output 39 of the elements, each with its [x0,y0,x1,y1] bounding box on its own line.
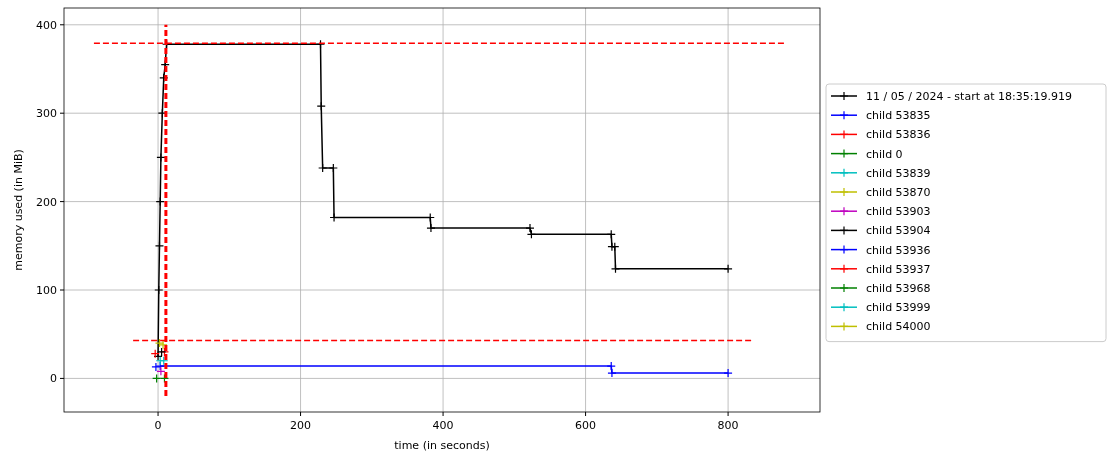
legend-label: child 0 [866,147,903,161]
x-tick-label: 800 [717,419,739,432]
y-tick-label: 0 [50,372,57,386]
point [328,163,338,173]
point [318,163,328,173]
legend-label: child 53870 [866,186,931,199]
point [154,285,164,295]
y-tick-label: 400 [36,18,57,32]
point [607,368,617,378]
point [525,223,535,233]
point [154,338,165,348]
y-axis-title: memory used (in MiB) [12,149,25,271]
legend-label: child 53903 [866,205,931,219]
x-tick-label: 400 [432,419,454,432]
x-tick-label: 0 [154,419,162,432]
point [151,362,161,372]
legend-label: child 53904 [866,224,931,238]
legend-label: child 53937 [866,262,931,276]
point [723,368,733,378]
point [723,264,733,274]
y-tick-label: 100 [36,284,57,297]
legend-label: child 53836 [866,128,931,142]
x-tick-label: 200 [290,419,312,432]
point [606,361,616,371]
point [156,366,166,376]
point [156,152,166,162]
point [426,223,436,233]
legend-label: child 53839 [866,166,931,180]
y-tick-label: 300 [36,107,57,121]
point [316,101,326,111]
x-tick-label: 600 [575,419,597,432]
x-axis-title: time (in seconds) [394,439,490,452]
legend-label: child 53936 [866,243,931,257]
legend-label: child 53968 [866,282,931,295]
y-tick-label: 200 [36,195,57,209]
legend-label: 11 / 05 / 2024 - start at 18:35:19.919 [866,90,1072,103]
legend-label: child 54000 [866,320,931,334]
legend-label: child 53999 [866,301,931,315]
legend-label: child 53835 [866,109,931,123]
